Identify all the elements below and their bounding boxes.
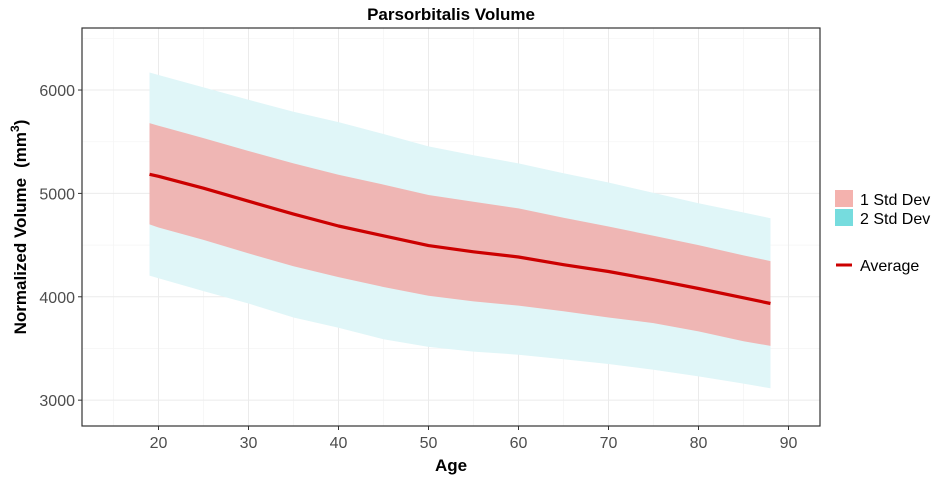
y-axis-ticks: 3000 4000 5000 6000 <box>39 83 82 410</box>
x-tick-label: 30 <box>240 435 258 452</box>
lines-layer <box>149 172 771 306</box>
band-1-std-dev <box>149 123 771 346</box>
y-axis-title-unit-close: ) <box>11 120 30 126</box>
legend-key-2-std-dev <box>835 209 853 226</box>
y-tick-label: 6000 <box>39 83 75 100</box>
bands-layer <box>149 72 771 389</box>
x-axis-title: Age <box>435 456 467 475</box>
x-axis-ticks: 20 30 40 50 60 70 80 90 <box>150 426 798 452</box>
x-tick-label: 40 <box>330 435 348 452</box>
series-line-average <box>149 172 771 306</box>
y-tick-label: 5000 <box>39 186 75 203</box>
x-tick-label: 20 <box>150 435 168 452</box>
y-axis-title: Normalized Volume (mm3) <box>8 120 30 335</box>
chart-title: Parsorbitalis Volume <box>367 5 535 24</box>
legend-label-average: Average <box>860 258 919 275</box>
x-tick-label: 60 <box>510 435 528 452</box>
legend-label-1-std-dev: 1 Std Dev <box>860 192 930 209</box>
legend: 1 Std Dev 2 Std Dev Average <box>835 190 930 275</box>
x-tick-label: 90 <box>780 435 798 452</box>
legend-label-2-std-dev: 2 Std Dev <box>860 211 930 228</box>
plot-panel-border <box>81 27 821 427</box>
y-tick-label: 4000 <box>39 290 75 307</box>
legend-key-1-std-dev <box>835 190 853 207</box>
x-tick-label: 80 <box>690 435 708 452</box>
y-tick-label: 3000 <box>39 393 75 410</box>
y-axis-title-main: Normalized Volume <box>11 178 30 335</box>
x-tick-label: 50 <box>420 435 438 452</box>
y-axis-title-unit-superscript: 3 <box>8 125 22 132</box>
x-tick-label: 70 <box>600 435 618 452</box>
y-axis-title-unit: (mm <box>11 132 30 168</box>
